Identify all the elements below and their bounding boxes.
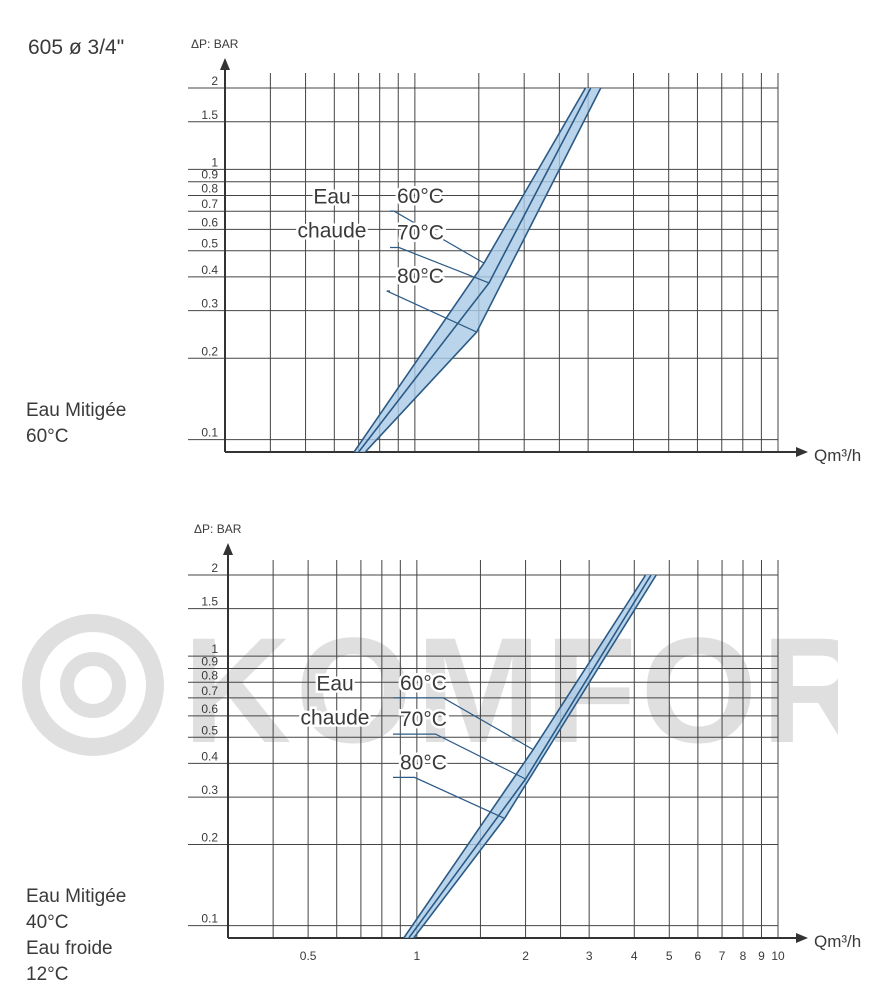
x-tick-label: 8 (740, 949, 747, 963)
y-tick-label: 0.8 (201, 182, 218, 196)
x-tick-label: 9 (758, 949, 765, 963)
annotation-temp-label: 70°C (397, 222, 444, 245)
y-axis-arrow (223, 543, 233, 555)
annotation-group-label: Eau (316, 672, 353, 695)
y-tick-label: 2 (211, 74, 218, 88)
x-axis-arrow (796, 447, 808, 457)
curve-60c (353, 87, 587, 453)
annotation-leader-line (386, 290, 477, 333)
annotation-group-label: chaude (301, 706, 370, 729)
y-tick-label: 0.9 (201, 654, 218, 668)
annotation-leader-line (393, 776, 505, 819)
annotation-leader-line (393, 733, 526, 780)
x-tick-label: 6 (695, 949, 702, 963)
chart-2-side-label: Eau Mitigée 40°C Eau froide 12°C (26, 886, 127, 985)
annotation-group-label: Eau (313, 186, 350, 209)
y-tick-label: 0.3 (201, 297, 218, 311)
annotation-leader-line (390, 246, 490, 284)
x-tick-label: 10 (771, 949, 785, 963)
x-tick-label: 3 (586, 949, 593, 963)
y-tick-label: 0.6 (201, 702, 218, 716)
annotation-temp-label: 80°C (400, 751, 447, 774)
y-axis-arrow (220, 58, 230, 70)
x-tick-label: 7 (719, 949, 726, 963)
annotation-leader-line (390, 210, 485, 264)
y-tick-label: 1 (211, 642, 218, 656)
y-tick-label: 0.3 (201, 783, 218, 797)
model-label: 605 ø 3/4" (28, 36, 125, 59)
x-tick-label: 2 (522, 949, 529, 963)
y-axis-label: ΔP: BAR (191, 37, 239, 51)
x-tick-label: 0.5 (300, 949, 317, 963)
y-tick-label: 0.5 (201, 237, 218, 251)
curve-band (354, 88, 601, 452)
y-tick-label: 0.4 (201, 263, 218, 277)
y-tick-label: 0.1 (201, 912, 218, 926)
y-tick-label: 0.6 (201, 215, 218, 229)
y-tick-label: 0.8 (201, 668, 218, 682)
y-tick-label: 0.9 (201, 168, 218, 182)
y-tick-label: 0.7 (201, 197, 218, 211)
annotation-temp-label: 70°C (400, 708, 447, 731)
y-tick-label: 1 (211, 155, 218, 169)
y-tick-label: 1.5 (201, 595, 218, 609)
chart-1-side-label: Eau Mitigée 60°C (26, 400, 127, 447)
x-axis-label: Qm³/h (814, 446, 861, 465)
y-tick-label: 0.7 (201, 684, 218, 698)
y-tick-label: 2 (211, 561, 218, 575)
annotation-group-label: chaude (298, 220, 367, 243)
x-tick-label: 5 (666, 949, 673, 963)
annotation-leader-line (393, 697, 534, 751)
x-axis-label: Qm³/h (814, 932, 861, 951)
annotation-temp-label: 60°C (400, 672, 447, 695)
y-tick-label: 0.2 (201, 831, 218, 845)
annotation-temp-label: 80°C (397, 265, 444, 288)
chart-1: 0.1 0.2 0.3 0.4 0.5 0.6 0.70.80.91 1.5 2 ΔP: BAR Q… (188, 37, 861, 465)
y-tick-label: 0.4 (201, 749, 218, 763)
x-tick-label: 1 (413, 949, 420, 963)
x-tick-label: 4 (631, 949, 638, 963)
y-axis-label: ΔP: BAR (194, 522, 242, 536)
x-axis-arrow (796, 933, 808, 943)
annotation-temp-label: 60°C (397, 185, 444, 208)
y-tick-label: 1.5 (201, 108, 218, 122)
y-tick-label: 0.2 (201, 344, 218, 358)
y-tick-label: 0.1 (201, 426, 218, 440)
y-tick-label: 0.5 (201, 723, 218, 737)
